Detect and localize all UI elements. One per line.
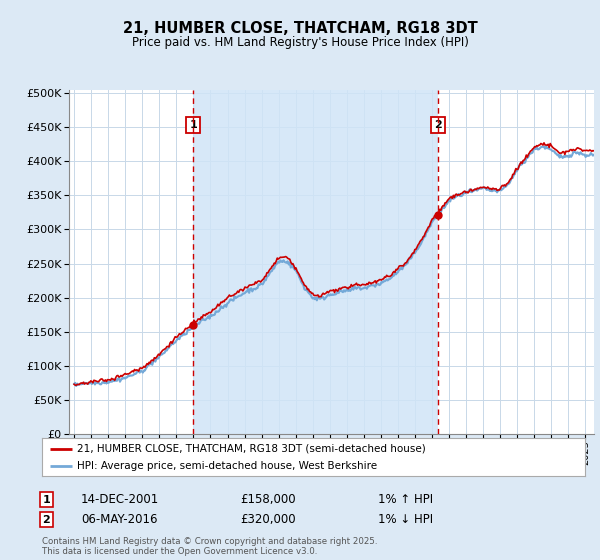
Text: £320,000: £320,000 (240, 513, 296, 526)
Text: 21, HUMBER CLOSE, THATCHAM, RG18 3DT: 21, HUMBER CLOSE, THATCHAM, RG18 3DT (122, 21, 478, 36)
Text: 14-DEC-2001: 14-DEC-2001 (81, 493, 159, 506)
Text: 06-MAY-2016: 06-MAY-2016 (81, 513, 157, 526)
Text: 1% ↑ HPI: 1% ↑ HPI (378, 493, 433, 506)
Text: HPI: Average price, semi-detached house, West Berkshire: HPI: Average price, semi-detached house,… (77, 461, 377, 472)
Text: 1: 1 (190, 120, 197, 130)
Text: 2: 2 (43, 515, 50, 525)
Text: £158,000: £158,000 (240, 493, 296, 506)
Text: 1% ↓ HPI: 1% ↓ HPI (378, 513, 433, 526)
Text: Price paid vs. HM Land Registry's House Price Index (HPI): Price paid vs. HM Land Registry's House … (131, 36, 469, 49)
Text: 21, HUMBER CLOSE, THATCHAM, RG18 3DT (semi-detached house): 21, HUMBER CLOSE, THATCHAM, RG18 3DT (se… (77, 444, 426, 454)
Bar (193, 90, 439, 434)
Text: This data is licensed under the Open Government Licence v3.0.: This data is licensed under the Open Gov… (42, 547, 317, 556)
Text: 2: 2 (434, 120, 442, 130)
Text: 1: 1 (43, 494, 50, 505)
Text: Contains HM Land Registry data © Crown copyright and database right 2025.: Contains HM Land Registry data © Crown c… (42, 537, 377, 546)
